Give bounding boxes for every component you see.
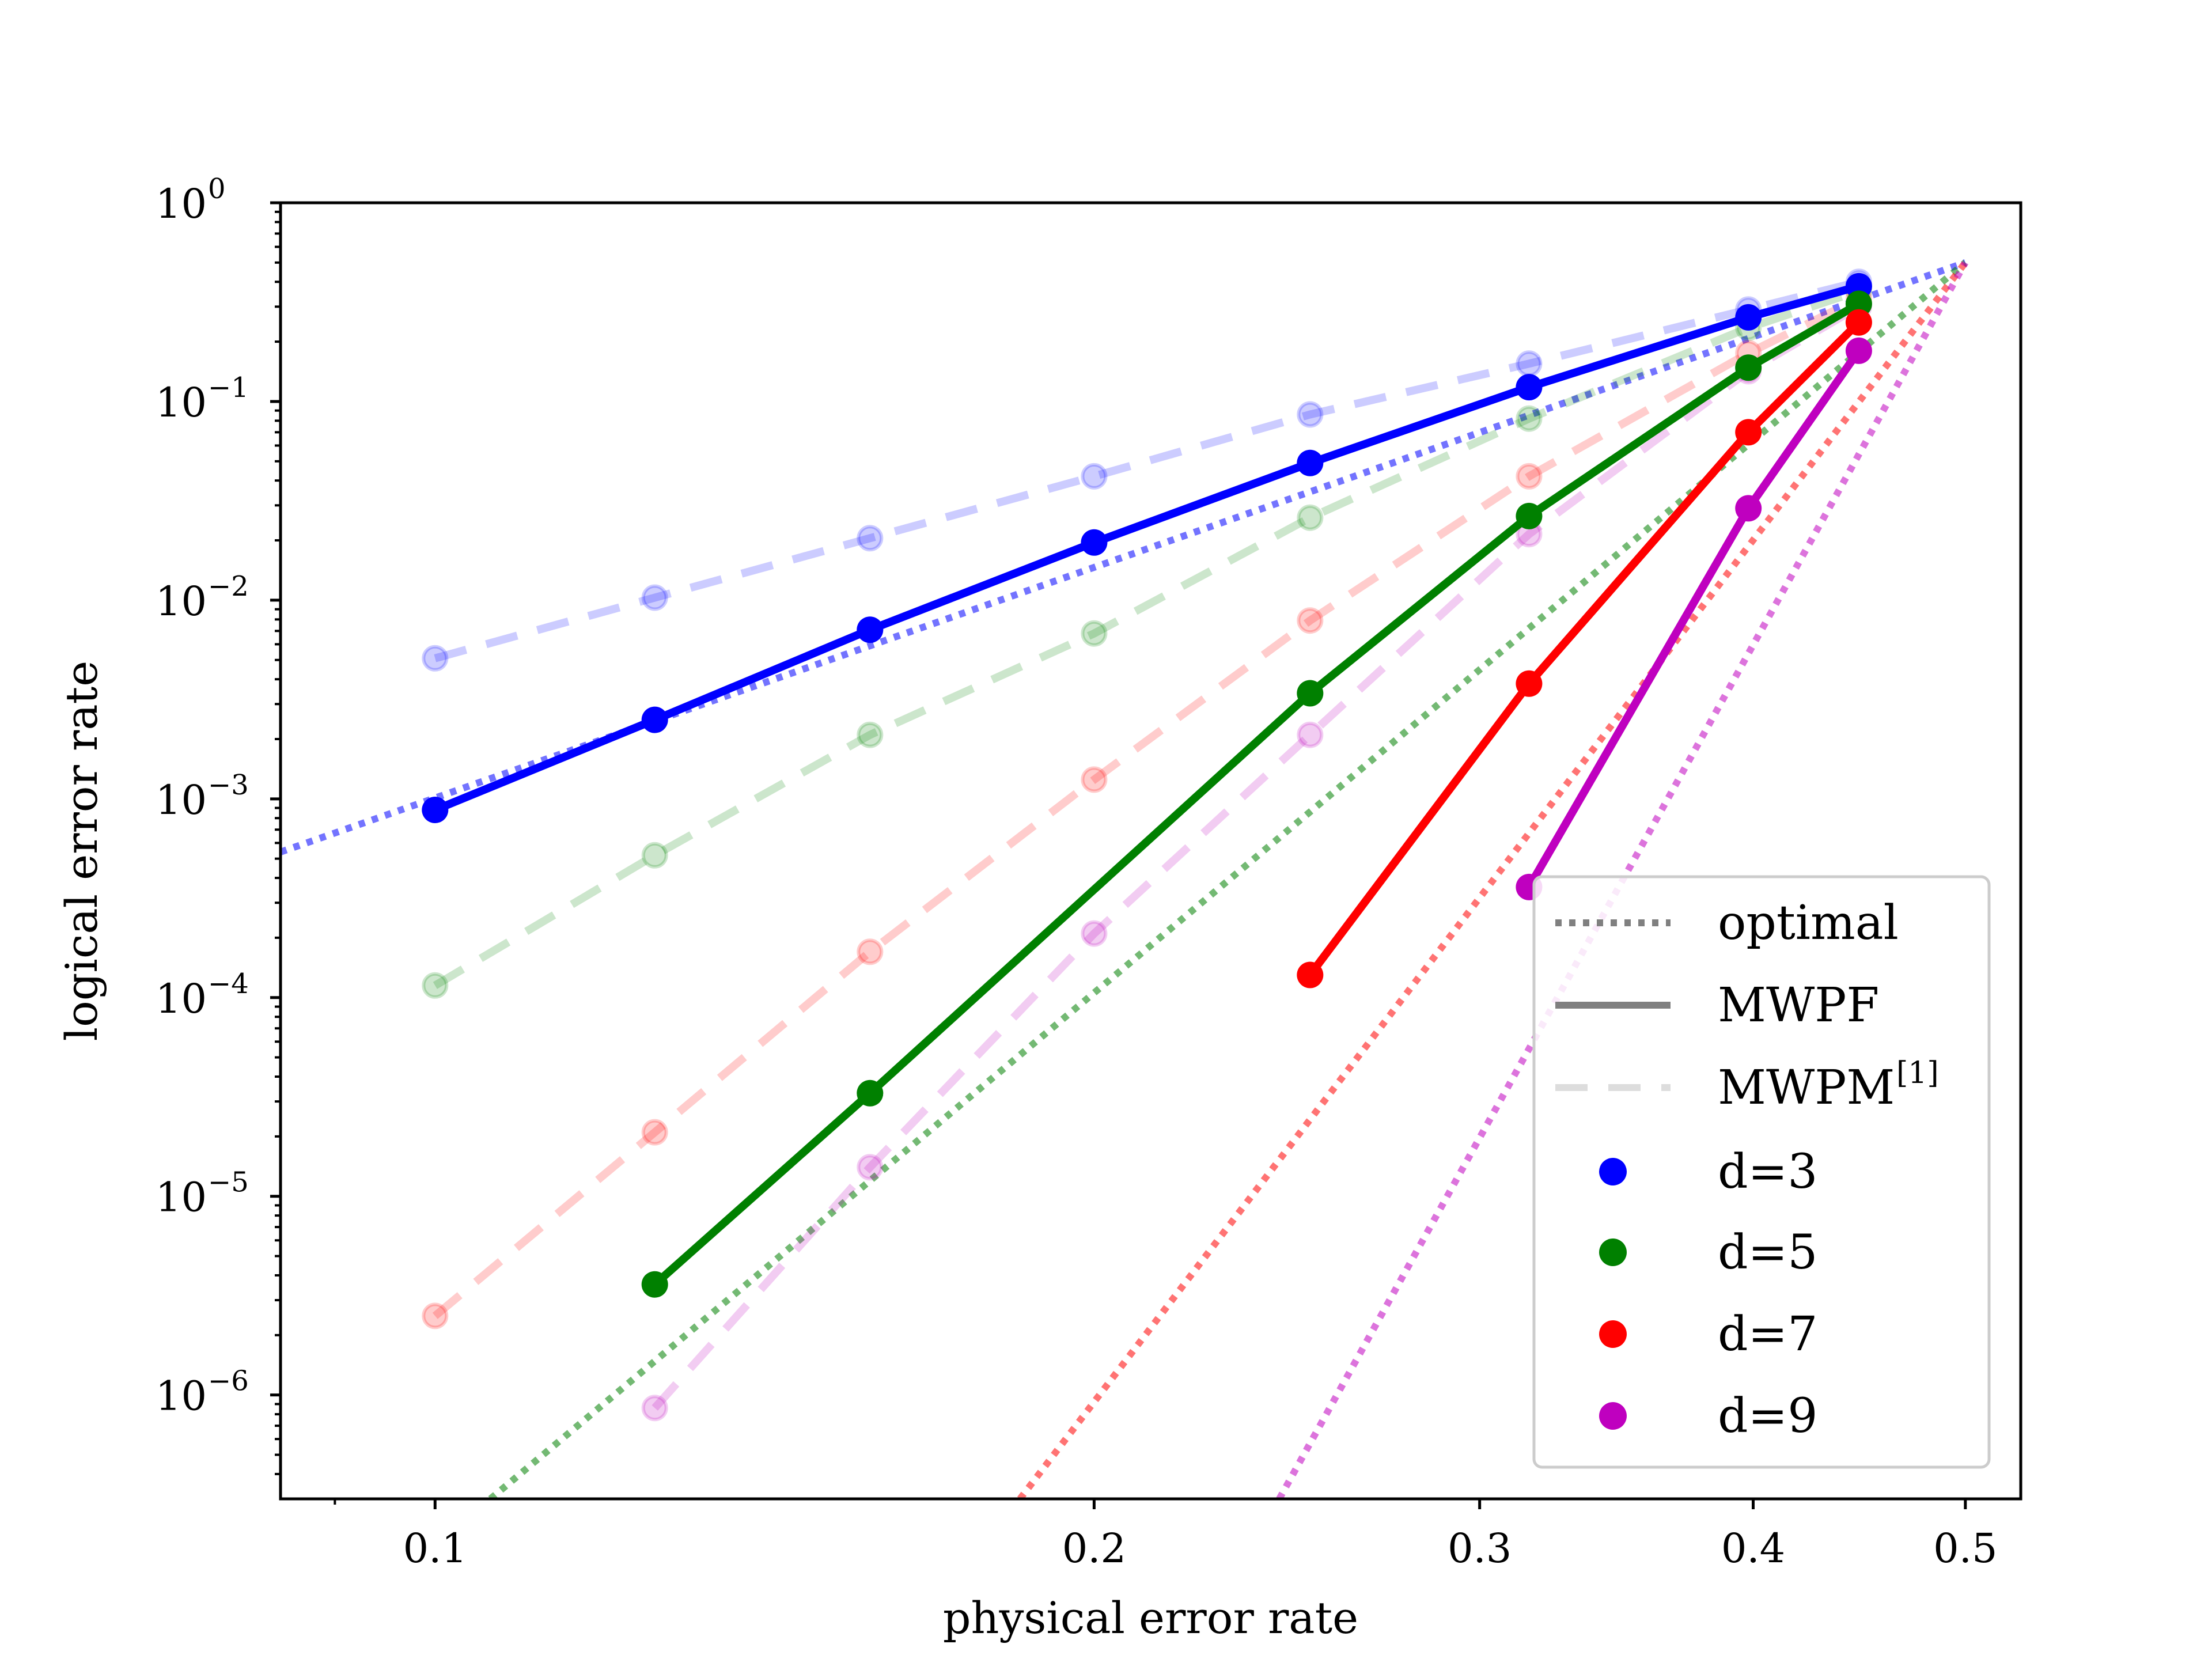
legend-marker: [1599, 1320, 1627, 1348]
y-tick-label: 10: [156, 379, 207, 426]
series-mwpf-d3-point: [641, 706, 668, 733]
series-mwpf-d7-point: [1845, 309, 1872, 336]
legend-label: MWPF: [1718, 978, 1879, 1033]
series-mwpm-d5-point: [857, 721, 884, 748]
series-mwpf-d5-point: [1735, 354, 1762, 381]
series-mwpm-d3-point: [1297, 401, 1324, 428]
y-tick-exponent: −1: [208, 372, 249, 404]
series-mwpm-d3-point: [422, 645, 449, 672]
y-tick-label: 10: [156, 1174, 207, 1221]
y-tick-exponent: −2: [208, 570, 249, 603]
series-mwpf-d5-point: [857, 1080, 884, 1107]
x-tick-label: 0.4: [1721, 1525, 1785, 1572]
legend-item-mwpm: MWPM [1]: [1555, 1056, 1939, 1115]
series-optimal-d7-line: [1017, 260, 1968, 1499]
series-mwpm-d9-point: [1297, 721, 1324, 748]
y-tick-exponent: 0: [208, 173, 226, 205]
legend-label: optimal: [1718, 896, 1899, 950]
series-mwpm-d7-point: [641, 1119, 668, 1146]
legend-label-superscript: [1]: [1896, 1056, 1939, 1090]
y-tick-exponent: −6: [208, 1365, 249, 1397]
series-mwpf-d7-line: [1306, 319, 1862, 978]
plot-frame: [279, 201, 2022, 1501]
legend-label: d=5: [1718, 1225, 1817, 1280]
series-mwpm-d3-point: [1081, 463, 1108, 490]
legend-item-d-3: d=3: [1599, 1145, 1817, 1199]
legend-label: d=9: [1718, 1389, 1817, 1444]
legend-item-d-7: d=7: [1599, 1307, 1817, 1362]
x-tick-label: 0.5: [1933, 1525, 1997, 1572]
series-mwpf-d5-point: [1516, 502, 1543, 529]
series-mwpm-d3-line: [434, 278, 1860, 662]
series-mwpf-d9-point: [1845, 337, 1872, 364]
legend: optimal MWPF MWPM [1] d=3 d=5 d=7 d=9: [1532, 875, 1991, 1469]
legend-item-d-5: d=5: [1599, 1225, 1817, 1280]
series-mwpm-d5-point: [1297, 504, 1324, 531]
series-mwpf-d5-point: [1845, 290, 1872, 317]
series-mwpf-d7-point: [1516, 670, 1543, 697]
series-mwpf-d7-point: [1297, 961, 1324, 988]
series-mwpm-d5-point: [1081, 620, 1108, 647]
series-mwpm-d3-point: [857, 525, 884, 552]
series-mwpf-d3-point: [1516, 374, 1543, 401]
y-tick-label: 10: [156, 777, 207, 824]
legend-label: d=3: [1718, 1145, 1817, 1199]
legend-item-optimal: optimal: [1555, 896, 1899, 950]
series-mwpm-d5-point: [641, 842, 668, 869]
y-axis-label: logical error rate: [56, 661, 107, 1041]
series-mwpf-d3-line: [433, 282, 1860, 814]
y-tick-label: 10: [156, 180, 207, 228]
series-mwpm-d7-point: [1081, 766, 1108, 793]
series-mwpf-d3-point: [1081, 529, 1108, 556]
y-tick-label: 10: [156, 975, 207, 1022]
legend-marker: [1599, 1238, 1627, 1266]
legend-marker: [1599, 1158, 1627, 1185]
series-mwpf-d3-point: [857, 616, 884, 643]
y-tick-label: 10: [156, 1373, 207, 1420]
y-tick-exponent: −3: [208, 769, 249, 801]
series-mwpm-d9-point: [641, 1395, 668, 1422]
series-mwpm-d5-point: [422, 972, 449, 999]
y-tick-exponent: −4: [208, 968, 249, 1000]
series-mwpf-d5-line: [652, 300, 1861, 1287]
x-tick-label: 0.1: [403, 1525, 467, 1572]
series-mwpm-d5-line: [433, 287, 1861, 989]
series-mwpf-d3-point: [422, 797, 449, 823]
series-mwpm-d7-point: [857, 938, 884, 965]
series-mwpm-d7-point: [1516, 463, 1543, 490]
series-mwpm-d5-point: [1516, 405, 1543, 432]
series-mwpm-d9-point: [1081, 920, 1108, 947]
x-tick-label: 0.3: [1448, 1525, 1512, 1572]
legend-box: [1532, 875, 1991, 1469]
series-mwpm-d9-point: [857, 1154, 884, 1181]
y-tick-label: 10: [156, 578, 207, 625]
series-mwpf-d5-point: [1297, 680, 1324, 707]
legend-marker: [1599, 1402, 1627, 1430]
legend-label: MWPM: [1718, 1060, 1895, 1115]
legend-label: d=7: [1718, 1307, 1817, 1362]
series-mwpf-d3-point: [1297, 449, 1324, 476]
x-axis-label: physical error rate: [943, 1592, 1358, 1643]
series-mwpf-d9-point: [1735, 495, 1762, 522]
series-mwpf-d5-point: [641, 1271, 668, 1298]
series-mwpm-d7-line: [432, 294, 1861, 1319]
x-tick-label: 0.2: [1062, 1525, 1126, 1572]
plot-series-layer: [281, 259, 1969, 1499]
legend-item-d-9: d=9: [1599, 1389, 1817, 1444]
y-tick-exponent: −5: [208, 1166, 249, 1199]
legend-item-mwpf: MWPF: [1555, 978, 1879, 1033]
series-mwpm-d7-point: [1297, 607, 1324, 634]
series-optimal-d3-line: [281, 259, 1967, 855]
x-axis: 0.1 0.2 0.3 0.4 0.5: [334, 1499, 1997, 1572]
series-mwpm-d7-point: [422, 1302, 449, 1330]
series-mwpf-d3-point: [1735, 304, 1762, 331]
series-mwpm-d3-point: [1516, 350, 1543, 377]
series-mwpf-d7-point: [1735, 419, 1762, 446]
series-mwpm-d3-point: [641, 584, 668, 611]
